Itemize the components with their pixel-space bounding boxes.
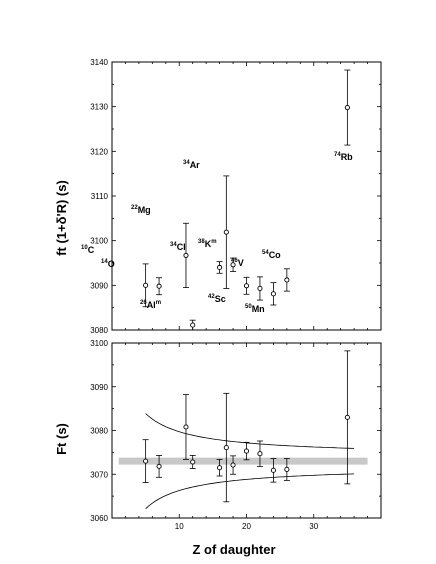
top-point [190, 322, 196, 328]
top-point [284, 277, 290, 283]
nuclide-mass: 10 [81, 245, 88, 251]
nuclide-mass: 46 [231, 258, 238, 264]
bottom-point [230, 462, 236, 468]
nuclide-symbol: Rb [341, 152, 353, 162]
nuclide-isomer: m [211, 239, 216, 245]
x-tick-label: 30 [309, 522, 318, 531]
nuclide-symbol: Cl [177, 242, 186, 252]
top-y-tick-label: 3100 [90, 237, 108, 246]
top-y-tick-label: 3080 [90, 326, 108, 335]
bottom-y-tick-label: 3100 [90, 339, 108, 348]
nuclide-label-22mg: 22Mg [131, 205, 151, 215]
nuclide-label-54co: 54Co [262, 250, 281, 260]
nuclide-label-10c: 10C [81, 245, 95, 255]
nuclide-mass: 34 [183, 160, 190, 166]
bottom-point [156, 463, 162, 469]
bottom-point [183, 424, 189, 430]
nuclide-label-14o: 14O [101, 259, 115, 269]
nuclide-mass: 50 [245, 304, 252, 310]
average-band [118, 457, 368, 465]
top-point [344, 105, 350, 111]
nuclide-mass: 54 [262, 250, 269, 256]
x-tick-label: 20 [242, 522, 251, 531]
bottom-panel: 3060 3070 3080 3090 3100 10 20 30 [90, 339, 382, 531]
nuclide-mass: 74 [334, 152, 341, 158]
nuclide-symbol: Al [147, 300, 156, 310]
nuclide-label-38km: 38Km [198, 239, 217, 249]
bottom-point [270, 467, 276, 473]
nuclide-label-42sc: 42Sc [208, 294, 226, 304]
nuclide-symbol: Co [269, 250, 281, 260]
top-y-tick-label: 3130 [90, 103, 108, 112]
bottom-point [217, 465, 223, 471]
upper-envelope-curve [145, 413, 355, 449]
nuclide-symbol: Mn [252, 304, 265, 314]
nuclide-isomer: m [156, 300, 161, 306]
bottom-y-axis-label: Ft (s) [54, 423, 69, 455]
top-point [257, 285, 263, 292]
bottom-frame [111, 342, 382, 519]
nuclide-mass: 26 [140, 300, 147, 306]
bottom-y-tick-label: 3080 [90, 427, 108, 436]
top-y-tick-label: 3120 [90, 147, 108, 156]
top-point [156, 283, 162, 289]
bottom-point [223, 445, 229, 451]
nuclide-symbol: Ar [190, 160, 200, 170]
nuclide-symbol: O [108, 259, 115, 269]
nuclide-mass: 38 [198, 239, 205, 245]
top-point [183, 252, 189, 258]
top-y-tick-label: 3090 [90, 281, 108, 290]
x-axis-label: Z of daughter [192, 542, 275, 557]
nuclide-symbol: Sc [215, 294, 226, 304]
nuclide-mass: 42 [208, 294, 215, 300]
top-point [270, 291, 276, 297]
nuclide-mass: 14 [101, 259, 108, 265]
nuclide-label-50mn: 50Mn [245, 304, 265, 314]
bottom-y-tick-label: 3070 [90, 470, 108, 479]
lower-envelope-curve [145, 473, 355, 509]
bottom-point [243, 448, 250, 454]
nuclide-label-34ar: 34Ar [183, 160, 200, 170]
bottom-point [344, 414, 350, 420]
top-point [223, 229, 229, 235]
top-point [143, 282, 149, 288]
nuclide-label-34cl: 34Cl [170, 242, 186, 252]
top-y-tick-label: 3140 [90, 58, 108, 67]
bottom-point [284, 466, 290, 472]
nuclide-label-26alm: 26Alm [140, 300, 161, 310]
bottom-point [190, 459, 196, 465]
nuclide-label-74rb: 74Rb [334, 152, 353, 162]
nuclide-symbol: V [238, 258, 244, 268]
top-point [230, 262, 236, 268]
nuclide-mass: 22 [131, 205, 138, 211]
bottom-point [143, 458, 149, 464]
nuclide-symbol: Mg [138, 205, 151, 215]
top-y-tick-label: 3110 [91, 192, 109, 201]
top-point [217, 264, 223, 271]
bottom-y-tick-label: 3060 [90, 514, 108, 523]
top-point [243, 283, 250, 289]
nuclide-symbol: K [205, 239, 212, 249]
nuclide-mass: 34 [170, 242, 177, 248]
nuclide-symbol: C [88, 245, 95, 255]
x-tick-label: 10 [175, 522, 184, 531]
bottom-point [257, 451, 263, 457]
bottom-y-tick-label: 3090 [90, 383, 108, 392]
top-panel: 3080 3090 3100 3110 3120 3130 3140 10C 14O 22Mg 26… [81, 58, 382, 335]
nuclide-label-46v: 46V [231, 258, 244, 268]
top-y-axis-label: ft (1+δ'R) (s) [54, 180, 69, 256]
